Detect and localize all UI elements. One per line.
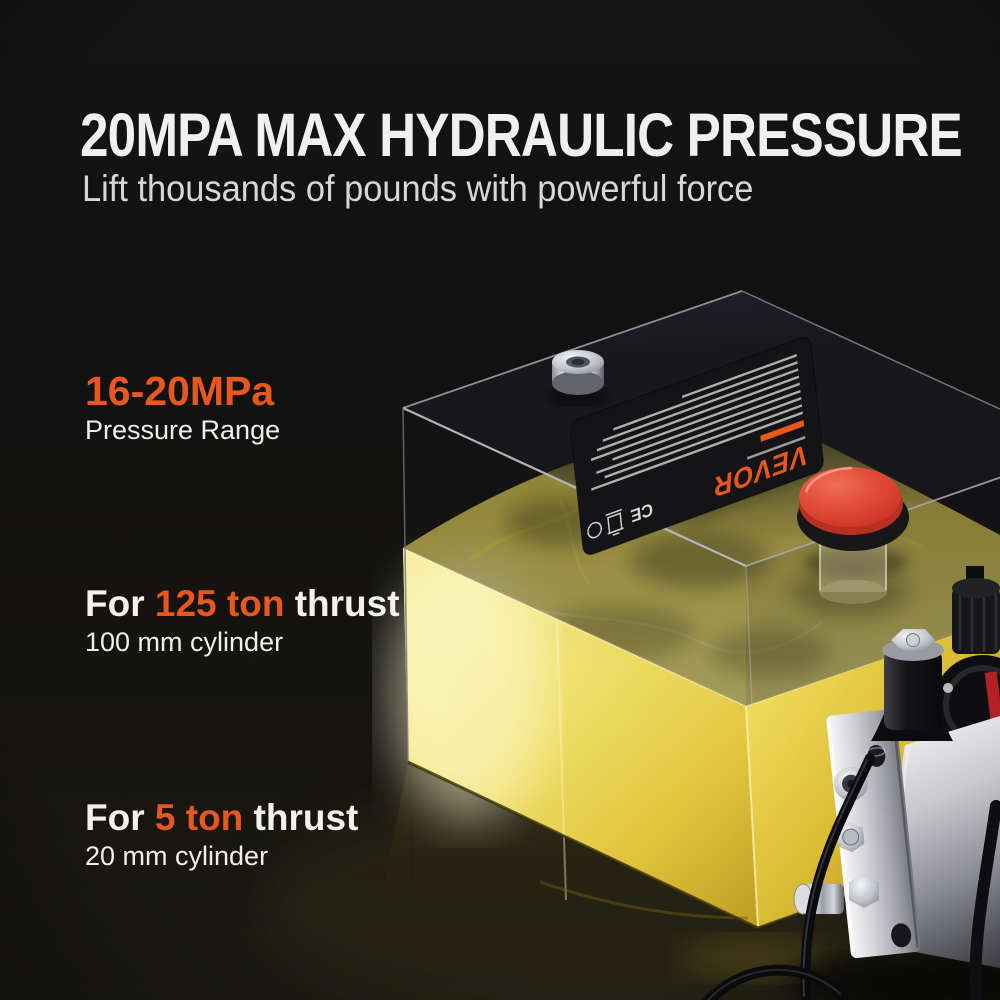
tank-glass-left-wall	[403, 408, 746, 706]
thrust-125-line: For 125 ton thrust	[85, 584, 400, 624]
breather-screw	[548, 350, 608, 405]
weee-bin-icon	[605, 508, 624, 536]
power-cable	[702, 753, 1000, 1000]
pressure-range-value: 16-20MPa	[85, 368, 275, 414]
callout-125-ton-thrust: For 125 ton thrust 100 mm cylinder	[85, 584, 400, 658]
thrust-5-highlight: 5 ton	[154, 797, 244, 838]
thrust-5-suffix: thrust	[243, 797, 359, 838]
filler-cap-red	[797, 466, 909, 604]
thrust-5-line: For 5 ton thrust	[85, 798, 358, 838]
solenoid-valve	[871, 629, 953, 741]
callout-5-ton-thrust: For 5 ton thrust 20 mm cylinder	[85, 798, 358, 872]
thrust-125-suffix: thrust	[284, 583, 400, 624]
thrust-125-prefix: For	[85, 583, 155, 624]
motor-body	[897, 716, 1000, 968]
warning-strip	[760, 419, 805, 442]
floor-reflection	[360, 765, 827, 1000]
thrust-125-highlight: 125 ton	[154, 583, 285, 624]
label-text-lines	[591, 353, 803, 491]
product-label: VEVOR CE	[570, 336, 824, 556]
motor-red-label	[984, 671, 1000, 727]
motor-terminal	[952, 566, 1000, 654]
thrust-125-label: 100 mm cylinder	[85, 627, 284, 657]
tank-glass-right-wall	[746, 477, 1000, 706]
callout-pressure-range: 16-20MPa Pressure Range	[85, 370, 280, 446]
fluid-highlight	[388, 562, 548, 822]
pressure-range-label: Pressure Range	[85, 415, 281, 445]
headline: 20MPA MAX HYDRAULIC PRESSURE	[80, 101, 963, 169]
thrust-5-prefix: For	[85, 797, 155, 838]
subheadline: Lift thousands of pounds with powerful f…	[82, 168, 754, 209]
cert-icon	[587, 521, 602, 539]
pump-assembly	[702, 566, 1000, 1000]
thrust-5-label: 20 mm cylinder	[85, 841, 269, 871]
